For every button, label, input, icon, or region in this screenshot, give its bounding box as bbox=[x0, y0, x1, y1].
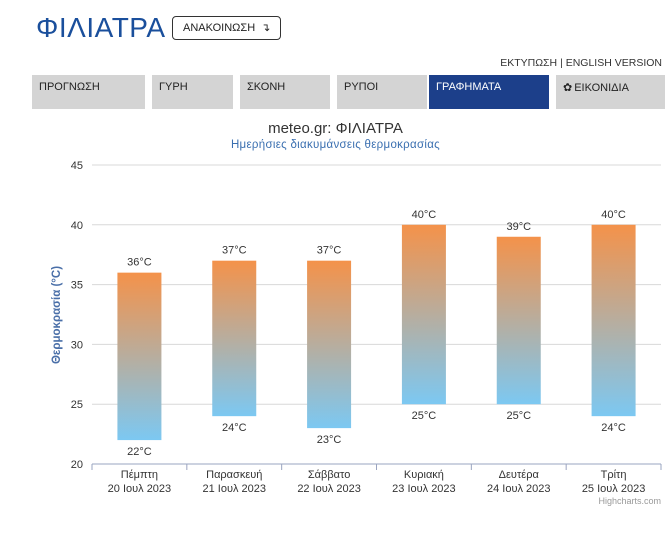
low-temp-label: 24°C bbox=[222, 422, 247, 434]
tab-label: ΓΥΡΗ bbox=[159, 81, 188, 93]
announcement-label: ΑΝΑΚΟΙΝΩΣΗ bbox=[183, 22, 256, 34]
y-axis-title: Θερμοκρασία (°C) bbox=[51, 266, 63, 364]
low-temp-label: 23°C bbox=[317, 434, 342, 446]
chart-title: meteo.gr: ΦΙΛΙΑΤΡΑ bbox=[268, 120, 403, 137]
y-tick-label: 35 bbox=[71, 280, 83, 292]
high-temp-label: 39°C bbox=[506, 221, 531, 233]
high-temp-label: 40°C bbox=[412, 209, 437, 221]
y-tick-label: 20 bbox=[71, 459, 83, 471]
y-tick-label: 40 bbox=[71, 220, 83, 232]
announcement-button[interactable]: ΑΝΑΚΟΙΝΩΣΗ ↴ bbox=[172, 16, 282, 40]
x-tick-day-label: Τρίτη bbox=[601, 469, 627, 481]
temperature-bar[interactable] bbox=[307, 260, 352, 429]
chart-credits[interactable]: Highcharts.com bbox=[598, 496, 661, 506]
y-tick-label: 45 bbox=[71, 160, 83, 172]
tab-pollen[interactable]: ΓΥΡΗ bbox=[152, 75, 233, 109]
x-tick-day-label: Σάββατο bbox=[308, 469, 350, 481]
low-temp-label: 24°C bbox=[601, 422, 626, 434]
link-separator: | bbox=[560, 57, 563, 69]
tab-label: ΠΡΟΓΝΩΣΗ bbox=[39, 81, 100, 93]
tab-label: ΓΡΑΦΗΜΑΤΑ bbox=[436, 81, 502, 93]
english-version-link[interactable]: ENGLISH VERSION bbox=[565, 57, 662, 69]
temperature-bar[interactable] bbox=[117, 272, 162, 441]
chart-subtitle: Ημερήσιες διακυμάνσεις θερμοκρασίας bbox=[230, 139, 441, 151]
arrow-down-right-icon: ↴ bbox=[261, 22, 271, 34]
high-temp-label: 37°C bbox=[317, 245, 342, 257]
tab-graphs[interactable]: ΓΡΑΦΗΜΑΤΑ bbox=[429, 75, 549, 109]
tab-label: ΕΙΚΟΝΙΔΙΑ bbox=[574, 82, 629, 94]
low-temp-label: 25°C bbox=[506, 410, 531, 422]
print-link[interactable]: ΕΚΤΥΠΩΣΗ bbox=[500, 57, 558, 69]
high-temp-label: 37°C bbox=[222, 245, 247, 257]
high-temp-label: 36°C bbox=[127, 257, 152, 269]
x-tick-date-label: 24 Ιουλ 2023 bbox=[487, 483, 551, 495]
temperature-bar[interactable] bbox=[212, 260, 257, 417]
tab-forecast[interactable]: ΠΡΟΓΝΩΣΗ bbox=[32, 75, 145, 109]
x-tick-date-label: 21 Ιουλ 2023 bbox=[202, 483, 266, 495]
x-tick-date-label: 25 Ιουλ 2023 bbox=[582, 483, 646, 495]
temperature-bar[interactable] bbox=[401, 224, 446, 405]
tab-icons[interactable]: ✿ ΕΙΚΟΝΙΔΙΑ bbox=[556, 75, 665, 109]
x-tick-day-label: Κυριακή bbox=[404, 469, 444, 481]
tab-pollutants[interactable]: ΡΥΠΟΙ bbox=[337, 75, 427, 109]
x-tick-day-label: Δευτέρα bbox=[499, 469, 540, 481]
x-tick-date-label: 22 Ιουλ 2023 bbox=[297, 483, 361, 495]
x-tick-day-label: Πέμπτη bbox=[121, 469, 158, 481]
tab-dust[interactable]: ΣΚΟΝΗ bbox=[240, 75, 330, 109]
tab-label: ΣΚΟΝΗ bbox=[247, 81, 286, 93]
tab-label: ΡΥΠΟΙ bbox=[344, 81, 379, 93]
city-title: ΦΙΛΙΑΤΡΑ bbox=[36, 12, 166, 43]
high-temp-label: 40°C bbox=[601, 209, 626, 221]
temperature-bar[interactable] bbox=[496, 236, 541, 405]
y-tick-label: 30 bbox=[71, 339, 83, 351]
top-links: ΕΚΤΥΠΩΣΗ | ENGLISH VERSION bbox=[500, 57, 662, 69]
temperature-bar[interactable] bbox=[591, 224, 636, 417]
low-temp-label: 25°C bbox=[412, 410, 437, 422]
x-tick-day-label: Παρασκευή bbox=[206, 469, 262, 481]
low-temp-label: 22°C bbox=[127, 446, 152, 458]
x-tick-date-label: 23 Ιουλ 2023 bbox=[392, 483, 456, 495]
x-tick-date-label: 20 Ιουλ 2023 bbox=[108, 483, 172, 495]
gear-icon: ✿ bbox=[563, 82, 573, 94]
y-tick-label: 25 bbox=[71, 399, 83, 411]
